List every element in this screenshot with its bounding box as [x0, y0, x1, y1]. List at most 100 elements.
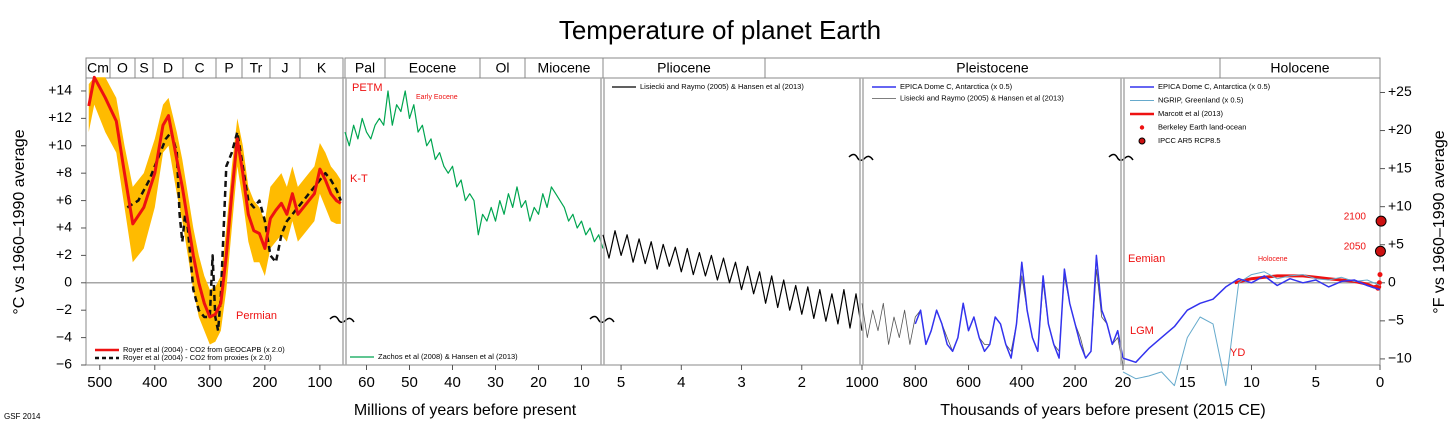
data-point	[1377, 272, 1383, 278]
x-tick-label: 3	[737, 374, 745, 391]
y-axis-label: °C vs 1960–1990 average	[11, 129, 28, 314]
y-tick-label: −4	[56, 328, 72, 344]
annotation: 2100	[1344, 212, 1367, 223]
legend-label: Lisiecki and Raymo (2005) & Hansen et al…	[900, 93, 1064, 102]
x-tick-label: 50	[401, 374, 418, 391]
x-tick-label: 200	[1063, 374, 1088, 391]
x-tick-label: 200	[252, 374, 277, 391]
y2-tick-label: +20	[1388, 121, 1412, 137]
y2-tick-label: +25	[1388, 83, 1412, 99]
panel-series	[87, 75, 342, 332]
data-line	[861, 268, 1124, 366]
legend-label: Marcott et al (2013)	[1158, 109, 1224, 118]
axis-break	[329, 315, 355, 323]
period-label: Ol	[496, 60, 510, 76]
period-label: D	[163, 60, 173, 76]
x-tick-label: 30	[487, 374, 504, 391]
annotation: PETM	[352, 82, 383, 94]
period-label: S	[139, 60, 148, 76]
period-label: J	[282, 60, 289, 76]
range-band	[88, 77, 341, 345]
x-tick-label: 5	[1312, 374, 1320, 391]
x-axis-label: Thousands of years before present (2015 …	[940, 402, 1266, 419]
projection-point	[1375, 215, 1387, 227]
annotation: K-T	[350, 173, 368, 185]
annotation: Eemian	[1128, 253, 1165, 265]
x-tick-label: 20	[1115, 374, 1132, 391]
annotation: Permian	[236, 310, 277, 322]
x-tick-label: 1000	[845, 374, 878, 391]
x-tick-label: 10	[1243, 374, 1260, 391]
data-line	[1122, 271, 1381, 387]
legend-marker	[1138, 137, 1146, 145]
legend-label: IPCC AR5 RCP8.5	[1158, 136, 1221, 145]
annotation: 2050	[1344, 242, 1367, 253]
legend-label: EPICA Dome C, Antarctica (x 0.5)	[1158, 82, 1271, 91]
y-tick-label: +14	[48, 82, 72, 98]
axis-break	[589, 315, 615, 323]
legend-label: Royer et al (2004) - CO2 from proxies (x…	[123, 353, 272, 362]
y2-tick-label: −5	[1388, 312, 1404, 328]
x-tick-label: 400	[1009, 374, 1034, 391]
y2-tick-label: +15	[1388, 159, 1412, 175]
period-label: Pal	[355, 60, 375, 76]
period-label: Tr	[250, 60, 263, 76]
y-tick-label: +8	[56, 164, 72, 180]
period-label: C	[194, 60, 204, 76]
panel-series	[861, 254, 1124, 366]
x-tick-label: 300	[197, 374, 222, 391]
x-tick-label: 10	[573, 374, 590, 391]
projection-point	[1374, 245, 1386, 257]
data-line	[914, 254, 1124, 359]
panel-series	[344, 90, 604, 249]
period-label: Pliocene	[657, 60, 711, 76]
axis-breaks	[329, 153, 1134, 323]
annotation: YD	[1230, 347, 1245, 359]
period-label: Pleistocene	[956, 60, 1029, 76]
y2-tick-label: −10	[1388, 350, 1412, 366]
period-label: Cm	[87, 60, 109, 76]
y-tick-label: +6	[56, 191, 72, 207]
data-line	[126, 130, 342, 332]
y-tick-label: +12	[48, 109, 72, 125]
y-tick-label: −2	[56, 301, 72, 317]
x-tick-label: 800	[903, 374, 928, 391]
y-tick-label: 0	[64, 273, 72, 289]
data-line	[1122, 275, 1381, 364]
legend-label: Lisiecki and Raymo (2005) & Hansen et al…	[640, 82, 804, 91]
credit: GSF 2014	[4, 412, 41, 421]
y2-tick-label: +5	[1388, 235, 1404, 251]
data-line	[602, 230, 863, 331]
data-line	[344, 90, 604, 249]
x-axis-label: Millions of years before present	[354, 402, 577, 419]
panel-series	[1122, 215, 1387, 387]
x-tick-label: 5	[617, 374, 625, 391]
x-tick-label: 0	[1376, 374, 1384, 391]
y-tick-label: +10	[48, 136, 72, 152]
x-tick-label: 4	[677, 374, 685, 391]
period-cell	[1219, 57, 1381, 79]
legend-label: Royer et al (2004) - CO2 from GEOCAPB (x…	[123, 345, 285, 354]
y-tick-label: −6	[56, 356, 72, 372]
x-tick-label: 15	[1179, 374, 1196, 391]
x-tick-label: 500	[87, 374, 112, 391]
annotation: LGM	[1130, 325, 1154, 337]
x-tick-label: 20	[530, 374, 547, 391]
x-tick-label: 400	[142, 374, 167, 391]
period-label: P	[224, 60, 233, 76]
period-cell	[299, 57, 344, 79]
period-label: K	[317, 60, 327, 76]
y2-tick-label: +10	[1388, 197, 1412, 213]
legend-label: Berkeley Earth land-ocean	[1158, 122, 1246, 131]
annotation: Holocene	[1258, 256, 1288, 263]
legend-label: Zachos et al (2008) & Hansen et al (2013…	[378, 352, 518, 361]
period-label: O	[117, 60, 128, 76]
y2-tick-label: 0	[1388, 273, 1396, 289]
period-label: Eocene	[409, 60, 457, 76]
legend-label: NGRIP, Greenland (x 0.5)	[1158, 95, 1244, 104]
y-tick-label: +4	[56, 219, 72, 235]
period-label: Miocene	[538, 60, 591, 76]
x-tick-label: 100	[307, 374, 332, 391]
legend-label: EPICA Dome C, Antarctica (x 0.5)	[900, 82, 1013, 91]
